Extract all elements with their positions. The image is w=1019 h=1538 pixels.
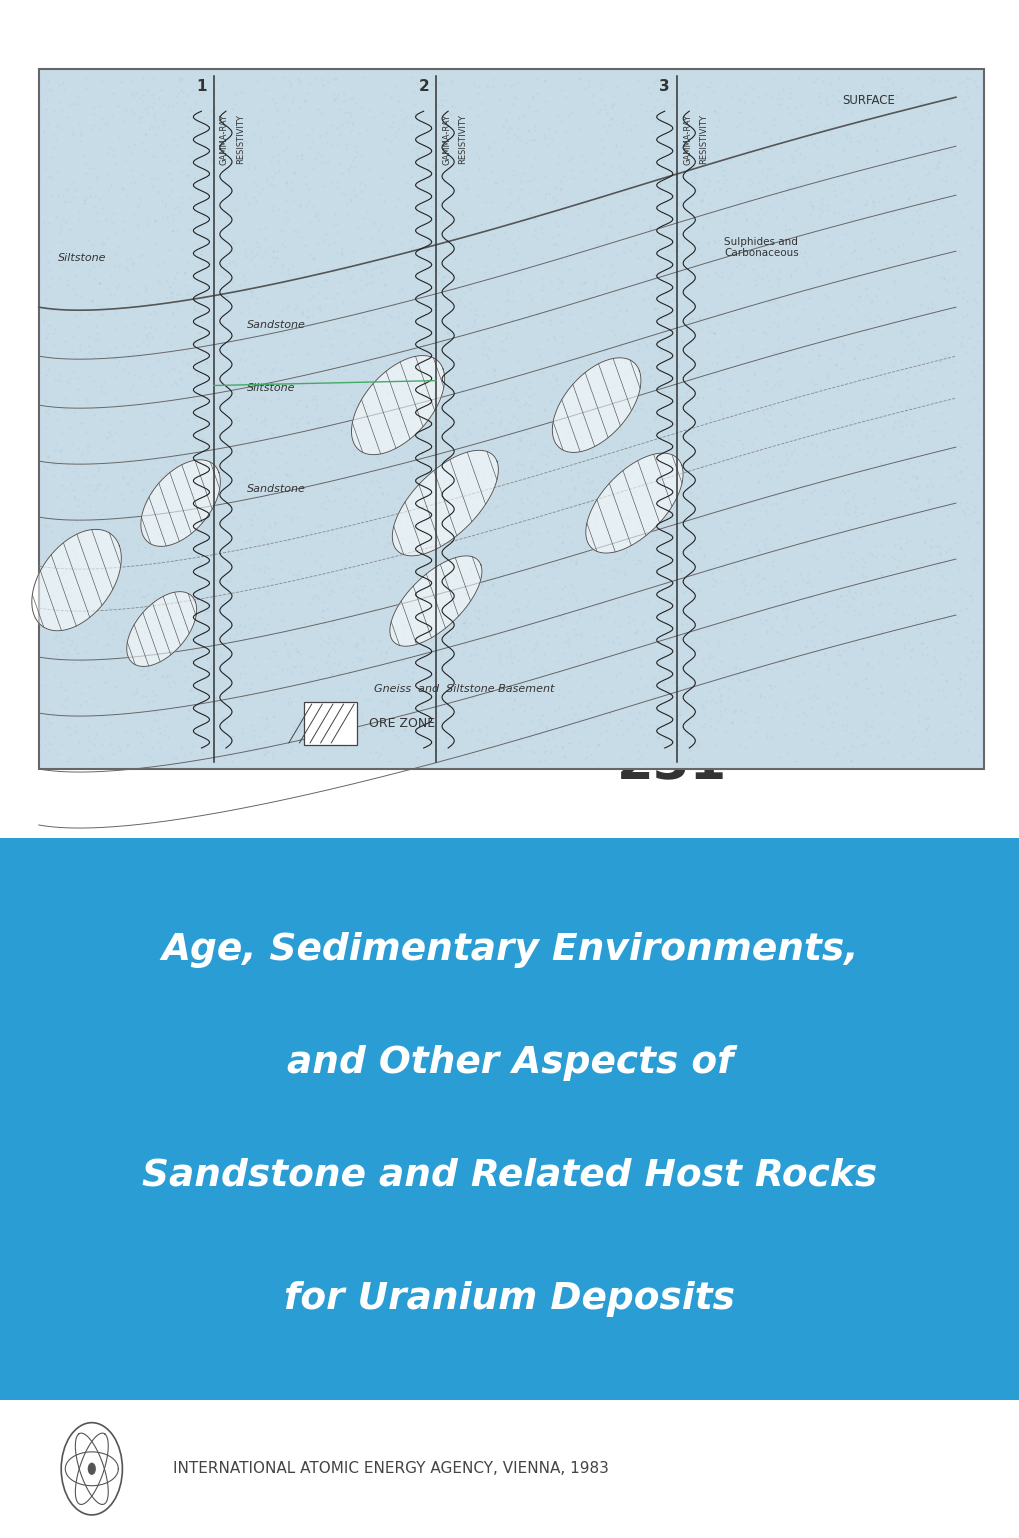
Text: GAMMA-RAY: GAMMA-RAY	[219, 114, 228, 165]
Text: INTERNATIONAL ATOMIC ENERGY AGENCY, VIENNA, 1983: INTERNATIONAL ATOMIC ENERGY AGENCY, VIEN…	[173, 1461, 608, 1476]
Text: and Other Aspects of: and Other Aspects of	[286, 1044, 733, 1081]
Text: Sandstone: Sandstone	[247, 320, 306, 329]
Text: ORE ZONE: ORE ZONE	[369, 717, 434, 731]
Text: Siltstone: Siltstone	[58, 254, 106, 263]
Bar	[304, 701, 357, 744]
Text: Siltstone: Siltstone	[247, 383, 294, 392]
Polygon shape	[352, 355, 444, 455]
Circle shape	[88, 1463, 96, 1475]
Polygon shape	[389, 555, 481, 646]
Text: for Uranium Deposits: for Uranium Deposits	[284, 1281, 735, 1317]
Text: Sulphides and
Carbonaceous: Sulphides and Carbonaceous	[723, 237, 798, 258]
Polygon shape	[141, 460, 220, 546]
Text: GAMMA-RAY: GAMMA-RAY	[683, 114, 692, 165]
Text: RESISTIVITY: RESISTIVITY	[235, 114, 245, 165]
Text: 3: 3	[659, 78, 669, 94]
Text: RESISTIVITY: RESISTIVITY	[699, 114, 708, 165]
Polygon shape	[126, 592, 197, 666]
Text: Gneiss  and  Siltstone Basement: Gneiss and Siltstone Basement	[374, 683, 554, 694]
Text: GAMMA-RAY: GAMMA-RAY	[441, 114, 450, 165]
Polygon shape	[392, 451, 498, 555]
Polygon shape	[32, 529, 121, 631]
Text: 2: 2	[418, 78, 429, 94]
Polygon shape	[585, 454, 683, 554]
Text: 231: 231	[616, 738, 727, 791]
Text: TECHNICAL REPORTS SERIES No.: TECHNICAL REPORTS SERIES No.	[327, 757, 606, 772]
Text: 1: 1	[196, 78, 207, 94]
Bar	[0, 838, 1019, 1400]
Text: SURFACE: SURFACE	[842, 94, 895, 108]
Text: Sandstone: Sandstone	[247, 484, 306, 494]
Polygon shape	[552, 358, 640, 452]
Text: RESISTIVITY: RESISTIVITY	[458, 114, 467, 165]
Bar	[39, 69, 983, 769]
Text: Age, Sedimentary Environments,: Age, Sedimentary Environments,	[161, 932, 858, 969]
Text: Sandstone and Related Host Rocks: Sandstone and Related Host Rocks	[143, 1157, 876, 1193]
